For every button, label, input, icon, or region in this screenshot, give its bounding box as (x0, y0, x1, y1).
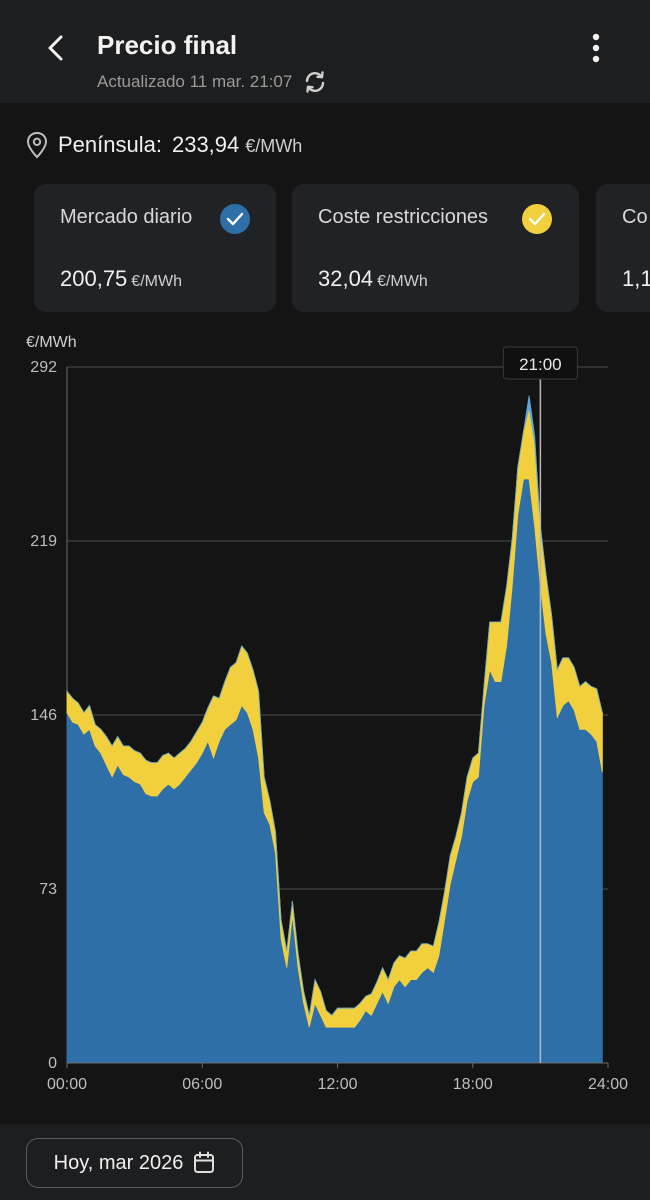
check-circle-icon[interactable] (220, 204, 250, 234)
x-tick-label: 00:00 (47, 1076, 87, 1093)
more-vert-icon (592, 33, 600, 63)
y-tick-label: 146 (30, 707, 57, 724)
update-info: Actualizado 11 mar. 21:07 (97, 70, 328, 94)
date-label: Hoy, mar 2026 (53, 1151, 184, 1174)
region-name: Península: (58, 132, 162, 157)
location-pin-icon (26, 131, 48, 159)
back-arrow-icon (48, 35, 63, 61)
bottom-bar: Hoy, mar 2026 (0, 1124, 650, 1200)
card-label: Mercado diario (60, 206, 193, 228)
location-summary: Península: 233,94 €/MWh (26, 128, 302, 162)
back-button[interactable] (36, 28, 76, 68)
calendar-icon (194, 1151, 215, 1173)
region-price: 233,94 €/MWh (172, 132, 302, 158)
check-circle-icon[interactable] (522, 204, 552, 234)
x-tick-label: 18:00 (453, 1076, 493, 1093)
region-price-unit: €/MWh (245, 136, 303, 156)
x-tick-label: 12:00 (317, 1076, 357, 1093)
refresh-icon (306, 71, 325, 93)
refresh-button[interactable] (302, 69, 328, 95)
y-axis-label: €/MWh (26, 334, 77, 351)
x-tick-label: 06:00 (182, 1076, 222, 1093)
card-value: 200,75 €/MWh (60, 266, 182, 292)
card-value-unit: €/MWh (131, 273, 182, 290)
card-label: Co (622, 206, 648, 228)
component-cards: Mercado diario 200,75 €/MWh Coste restric… (0, 184, 650, 314)
cursor-label-box (502, 346, 578, 380)
card-value: 1,1 (622, 266, 650, 292)
y-tick-label: 219 (30, 533, 57, 550)
y-tick-label: 292 (30, 359, 57, 376)
card-value-number: 200,75 (60, 266, 128, 291)
card-mercado-diario[interactable]: Mercado diario 200,75 €/MWh (34, 184, 276, 312)
cursor-label: 21:00 (519, 355, 562, 374)
app-header: Precio final Actualizado 11 mar. 21:07 (0, 0, 650, 103)
series-area-2 (66, 395, 603, 1016)
card-value: 32,04 €/MWh (318, 266, 428, 292)
x-tick-label: 24:00 (588, 1076, 628, 1093)
card-value-number: 32,04 (318, 266, 374, 291)
price-chart[interactable]: €/MWh 0 73 146 219 292 00:00 06:00 12:00 18:00 24:… (0, 325, 650, 1105)
price-chart-svg[interactable]: €/MWh 0 73 146 219 292 00:00 06:00 12:00 18:00 24:… (0, 325, 650, 1105)
y-tick-label: 73 (39, 881, 57, 898)
page-title: Precio final (97, 30, 238, 60)
y-tick-label: 0 (48, 1055, 57, 1072)
date-selector-button[interactable]: Hoy, mar 2026 (26, 1138, 243, 1188)
region-price-value: 233,94 (171, 132, 240, 157)
updated-timestamp: Actualizado 11 mar. 21:07 (97, 72, 293, 91)
more-options-button[interactable] (578, 28, 614, 68)
card-value-unit: €/MWh (377, 273, 428, 290)
card-partial[interactable]: Co 1,1 (596, 184, 650, 312)
card-coste-restricciones[interactable]: Coste restricciones 32,04 €/MWh (292, 184, 579, 312)
card-label: Coste restricciones (318, 206, 489, 228)
card-value-number: 1,1 (622, 266, 650, 291)
